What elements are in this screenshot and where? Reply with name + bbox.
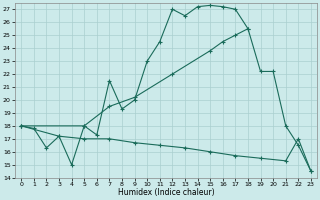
X-axis label: Humidex (Indice chaleur): Humidex (Indice chaleur) [118,188,214,197]
